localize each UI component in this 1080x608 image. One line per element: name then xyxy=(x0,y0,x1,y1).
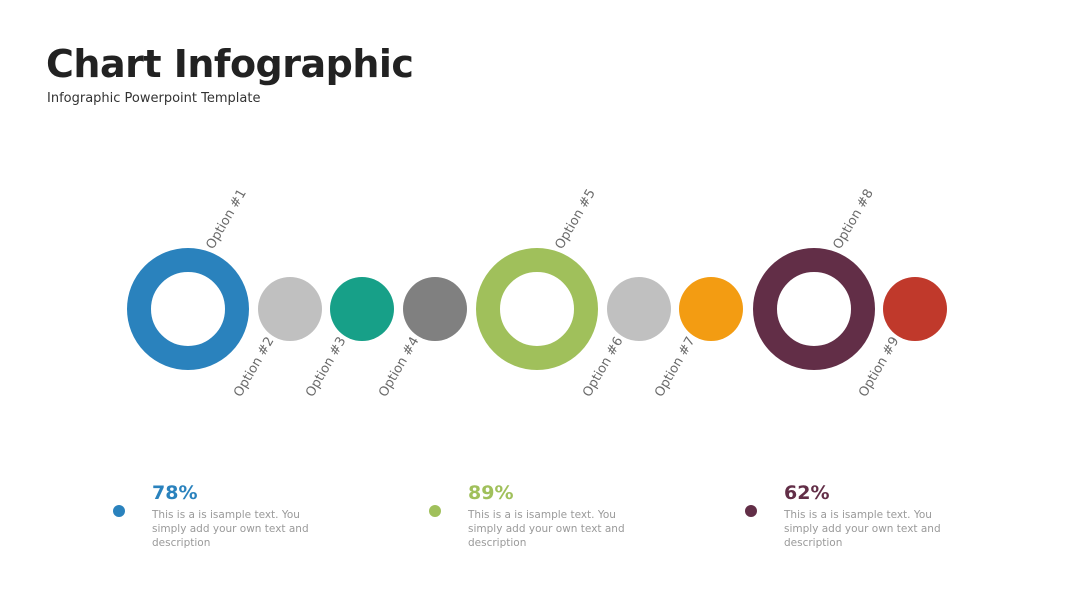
stat-value: 89% xyxy=(468,482,514,504)
circle xyxy=(679,277,743,341)
circle xyxy=(607,277,671,341)
ring xyxy=(476,248,598,370)
option-label: Option #8 xyxy=(830,187,876,252)
title: Chart Infographic xyxy=(46,42,414,86)
stat-text: This is a is isample text. You simply ad… xyxy=(468,509,625,549)
stat: 89% This is a is isample text. You simply… xyxy=(468,482,668,550)
stat-dot xyxy=(113,505,125,517)
stat-text: This is a is isample text. You simply ad… xyxy=(784,509,941,549)
option-label: Option #3 xyxy=(303,335,349,400)
option-label: Option #2 xyxy=(231,335,277,400)
circle xyxy=(403,277,467,341)
option-label: Option #7 xyxy=(652,335,698,400)
stat-text: This is a is isample text. You simply ad… xyxy=(152,509,309,549)
subtitle: Infographic Powerpoint Template xyxy=(47,91,261,106)
circle xyxy=(330,277,394,341)
ring xyxy=(753,248,875,370)
circle xyxy=(258,277,322,341)
option-label: Option #6 xyxy=(580,335,626,400)
stat-value: 62% xyxy=(784,482,830,504)
option-label: Option #4 xyxy=(376,335,422,400)
ring xyxy=(127,248,249,370)
stat-value: 78% xyxy=(152,482,198,504)
circle xyxy=(883,277,947,341)
stat-dot xyxy=(745,505,757,517)
option-label: Option #5 xyxy=(552,187,598,252)
stat: 62% This is a is isample text. You simply… xyxy=(784,482,984,550)
stat: 78% This is a is isample text. You simply… xyxy=(152,482,352,550)
option-label: Option #1 xyxy=(203,187,249,252)
stat-dot xyxy=(429,505,441,517)
